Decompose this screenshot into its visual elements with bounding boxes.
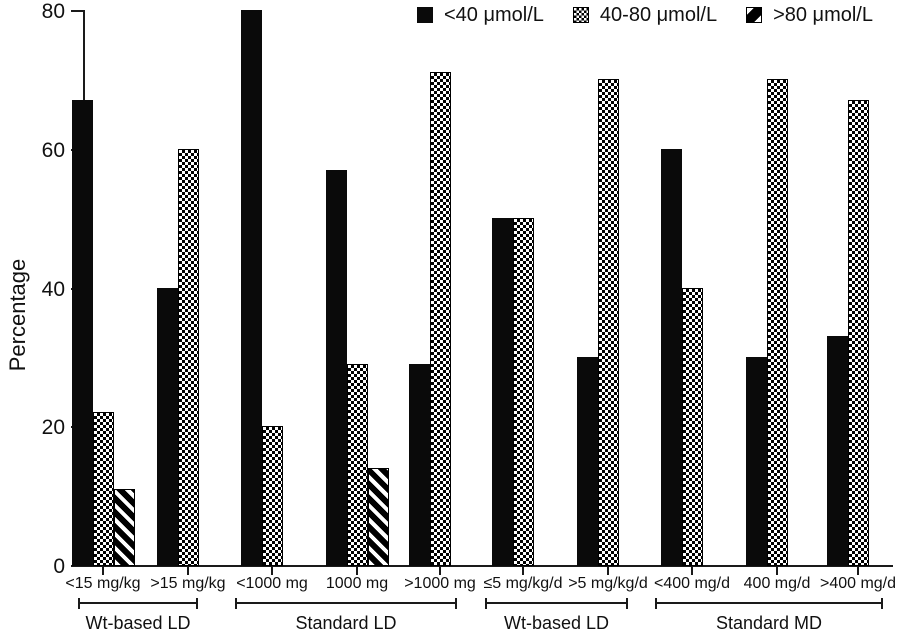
checker-bar: [681, 287, 703, 566]
solid-bar: [576, 356, 598, 566]
bracket-end-cap: [196, 597, 198, 609]
x-tick-mark: [187, 567, 189, 575]
x-tick-mark: [607, 567, 609, 575]
legend-item: <40 μmol/L: [417, 5, 544, 25]
solid-bar: [826, 336, 848, 566]
solid-bar: [491, 218, 513, 566]
x-tick-label: <1000 mg: [236, 575, 308, 592]
y-tick-mark: [71, 10, 83, 12]
bracket-end-cap: [78, 597, 80, 609]
checker-bar: [92, 412, 114, 566]
category-bracket: [485, 602, 628, 604]
legend-label: <40 μmol/L: [444, 4, 544, 26]
x-tick-label: >15 mg/kg: [150, 575, 226, 592]
bracket-end-cap: [235, 597, 237, 609]
x-tick-label: 400 mg/d: [743, 575, 811, 592]
solid-bar: [408, 363, 430, 566]
x-tick-mark: [857, 567, 859, 575]
x-tick-label: >400 mg/d: [819, 575, 897, 592]
chart-legend: <40 μmol/L 40-80 μmol/L >80 μmol/L: [417, 5, 873, 25]
hatch-bar: [113, 488, 135, 566]
checker-bar: [261, 426, 283, 566]
y-axis-title: Percentage: [5, 258, 30, 372]
bracket-label: Wt-based LD: [85, 613, 191, 633]
bracket-label: Wt-based LD: [503, 613, 610, 633]
checker-bar: [847, 100, 869, 566]
x-tick-mark: [522, 567, 524, 575]
checker-bar: [766, 79, 788, 566]
bracket-end-cap: [485, 597, 487, 609]
solid-bar: [660, 148, 682, 566]
bracket-end-cap: [881, 597, 883, 609]
x-axis-line: [83, 565, 893, 567]
solid-bar: [71, 100, 93, 566]
solid-bar: [156, 287, 178, 566]
hatch-bar: [367, 467, 389, 566]
x-tick-label: 1000 mg: [325, 575, 389, 592]
y-tick-label: 80: [41, 0, 65, 23]
x-tick-mark: [271, 567, 273, 575]
checker-bar: [346, 363, 368, 566]
legend-label: 40-80 μmol/L: [599, 4, 718, 26]
legend-swatch-solid-icon: [417, 7, 433, 23]
x-tick-label: >1000 mg: [404, 575, 476, 592]
legend-swatch-hatch-icon: [746, 7, 763, 23]
legend-swatch-checker-icon: [572, 7, 589, 23]
category-bracket: [655, 602, 883, 604]
checker-bar: [177, 148, 199, 566]
solid-bar: [745, 356, 767, 566]
checker-bar: [597, 79, 619, 566]
solid-bar: [240, 10, 262, 566]
x-tick-label: <15 mg/kg: [65, 575, 141, 592]
y-tick-label: 20: [41, 416, 65, 440]
legend-label: >80 μmol/L: [773, 4, 873, 26]
y-tick-label: 40: [41, 277, 65, 301]
y-tick-label: 60: [41, 138, 65, 162]
y-tick-label: 0: [53, 555, 65, 578]
category-bracket: [78, 602, 198, 604]
checker-bar: [512, 218, 534, 566]
legend-item: 40-80 μmol/L: [572, 4, 718, 26]
bracket-end-cap: [455, 597, 457, 609]
bracket-end-cap: [655, 597, 657, 609]
x-tick-mark: [356, 567, 358, 575]
x-tick-label: >5 mg/kg/d: [568, 575, 648, 592]
solid-bar: [325, 169, 347, 566]
y-tick-mark: [71, 565, 83, 567]
legend-item: >80 μmol/L: [746, 5, 873, 25]
category-bracket: [235, 602, 457, 604]
x-tick-mark: [691, 567, 693, 575]
bracket-label: Standard MD: [715, 613, 823, 633]
x-tick-mark: [439, 567, 441, 575]
x-tick-label: ≤5 mg/kg/d: [483, 575, 563, 592]
bracket-end-cap: [626, 597, 628, 609]
x-tick-label: <400 mg/d: [653, 575, 731, 592]
x-tick-mark: [102, 567, 104, 575]
bracket-label: Standard LD: [295, 613, 397, 633]
x-tick-mark: [776, 567, 778, 575]
checker-bar: [429, 72, 451, 566]
